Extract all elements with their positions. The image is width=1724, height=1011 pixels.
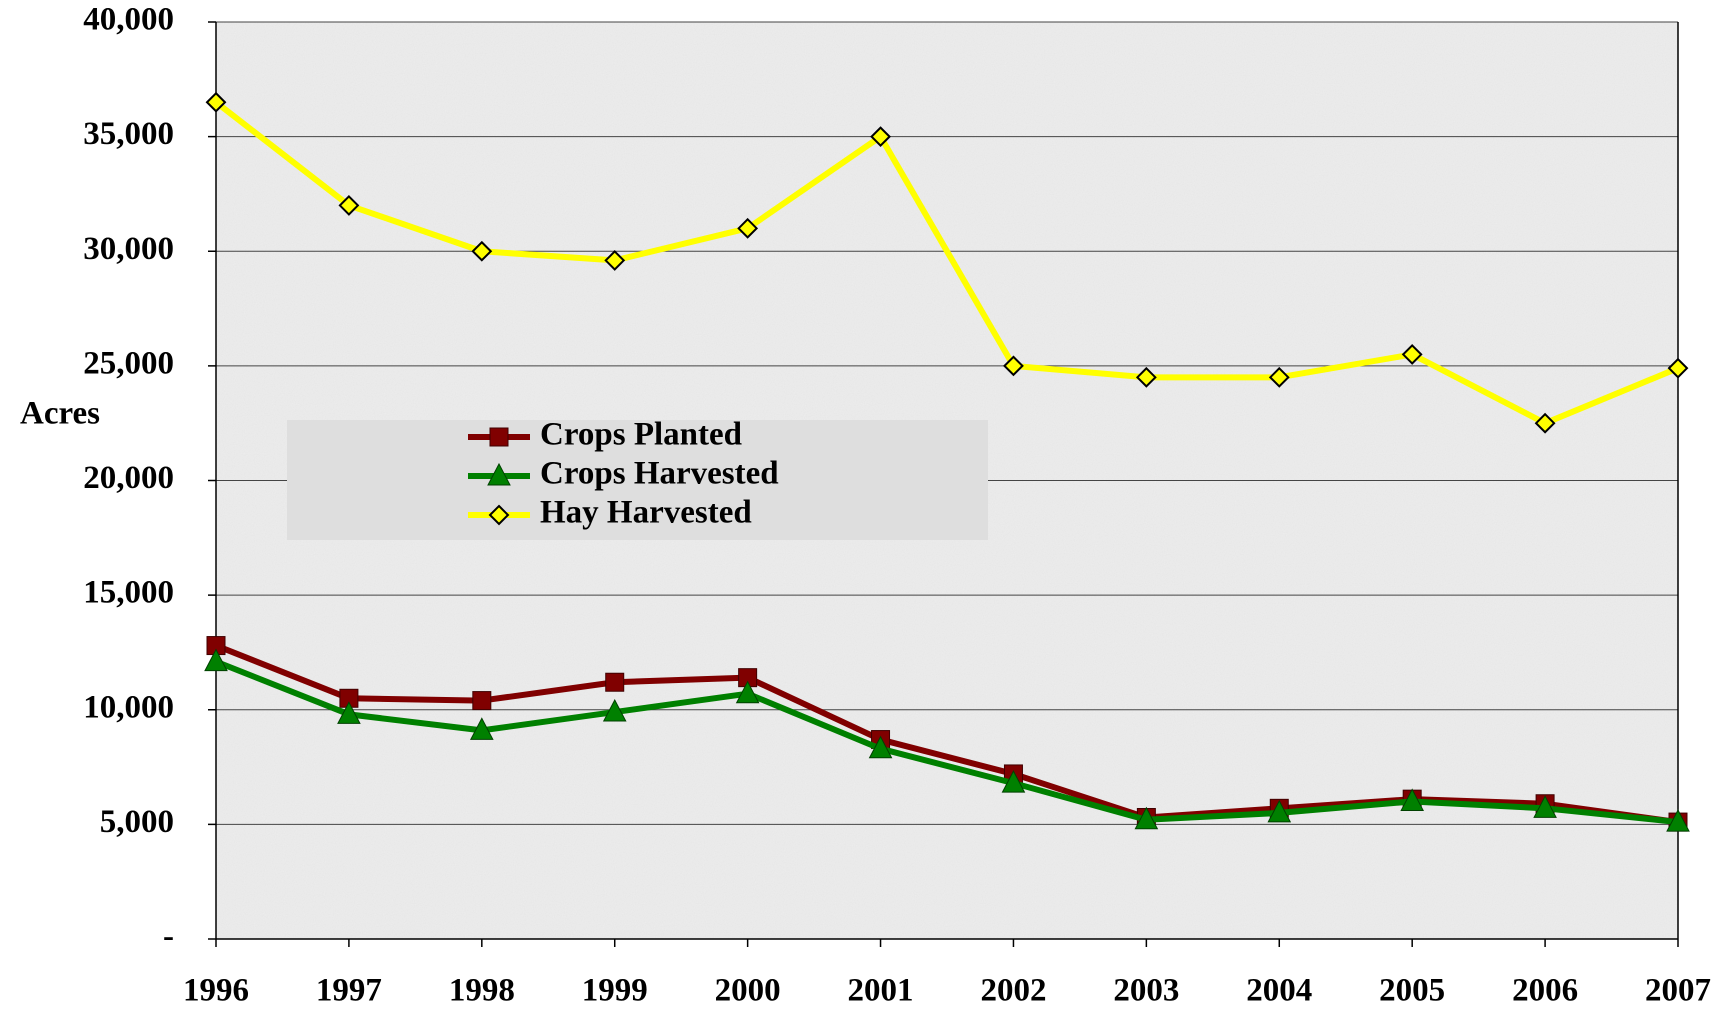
marker	[471, 240, 493, 262]
marker	[1534, 412, 1556, 434]
x-tick-label: 1999	[582, 973, 648, 1009]
y-tick-label: 10,000	[83, 689, 174, 725]
y-axis-label: Acres	[20, 396, 100, 432]
marker	[472, 691, 492, 711]
marker	[870, 126, 891, 148]
series-line	[214, 99, 1680, 427]
marker	[1401, 343, 1423, 365]
x-tick-label: 2003	[1113, 973, 1179, 1009]
legend-label: Crops Planted	[540, 417, 742, 453]
marker	[1666, 809, 1690, 832]
y-tick-label: -	[163, 919, 174, 955]
legend-marker	[487, 462, 511, 486]
legend-marker	[488, 504, 510, 526]
marker	[1135, 366, 1157, 388]
marker	[337, 701, 361, 724]
y-tick-label: 30,000	[83, 231, 174, 267]
y-tick-label: 40,000	[83, 2, 174, 38]
marker	[1134, 806, 1159, 830]
marker	[737, 217, 759, 239]
marker	[1533, 795, 1557, 818]
legend-box	[287, 420, 988, 540]
y-tick-label: 25,000	[83, 345, 174, 381]
y-tick-label: 35,000	[83, 116, 174, 152]
legend-label: Hay Harvested	[540, 495, 752, 531]
marker	[602, 698, 627, 722]
marker	[604, 250, 626, 271]
x-tick-label: 2001	[848, 973, 914, 1009]
marker	[1001, 770, 1026, 793]
series-line	[214, 658, 1679, 826]
x-tick-label: 2004	[1246, 973, 1312, 1009]
x-tick-label: 2000	[715, 973, 781, 1009]
marker	[605, 672, 625, 692]
marker	[469, 717, 494, 740]
y-tick-label: 5,000	[100, 804, 174, 840]
marker	[205, 91, 227, 113]
x-tick-label: 1997	[316, 973, 382, 1009]
x-tick-label: 1996	[183, 973, 249, 1009]
x-tick-label: 2005	[1379, 973, 1445, 1009]
marker	[1267, 799, 1292, 823]
legend-label: Crops Harvested	[540, 456, 779, 492]
x-tick-label: 2006	[1512, 973, 1578, 1009]
marker	[868, 735, 893, 759]
marker	[1667, 357, 1689, 379]
x-tick-label: 2002	[980, 973, 1046, 1009]
y-tick-label: 20,000	[83, 460, 174, 496]
marker	[1003, 355, 1024, 377]
marker	[1268, 366, 1290, 388]
marker	[735, 680, 760, 704]
x-tick-label: 2007	[1645, 973, 1711, 1009]
y-tick-label: 15,000	[83, 575, 174, 611]
marker	[338, 194, 360, 216]
x-tick-label: 1998	[449, 973, 515, 1009]
legend-marker	[489, 427, 509, 447]
marker	[204, 648, 228, 672]
marker	[1400, 788, 1425, 811]
